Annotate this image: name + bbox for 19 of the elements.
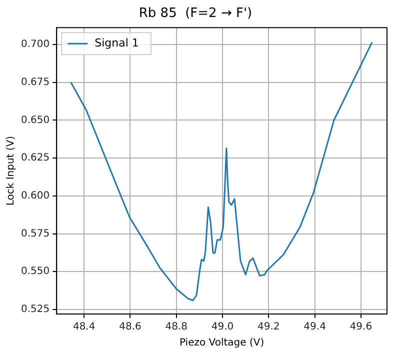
y-tick-label: 0.650 [20, 114, 50, 126]
x-tick-label: 49.2 [258, 322, 280, 333]
x-tick-label: 49.4 [304, 322, 326, 333]
x-axis-title: Piezo Voltage (V) [180, 338, 264, 349]
legend-label: Signal 1 [94, 36, 139, 50]
x-tick-label: 49.6 [350, 322, 372, 333]
y-tick-label: 0.575 [20, 228, 50, 240]
y-tick-label: 0.675 [20, 76, 50, 88]
y-axis-title: Lock Input (V) [6, 136, 17, 206]
y-tick-label: 0.550 [20, 266, 50, 278]
x-tick-label: 48.4 [72, 322, 96, 333]
y-tick-label: 0.600 [20, 190, 50, 202]
x-tick-label: 49.0 [211, 322, 234, 333]
x-tick-label: 48.6 [119, 322, 142, 333]
y-tick-label: 0.700 [20, 39, 50, 50]
y-tick-label: 0.525 [20, 304, 50, 316]
x-tick-label: 48.8 [165, 322, 188, 333]
chart-title: Rb 85 (F=2 → F') [138, 6, 252, 22]
y-tick-label: 0.625 [20, 152, 50, 164]
